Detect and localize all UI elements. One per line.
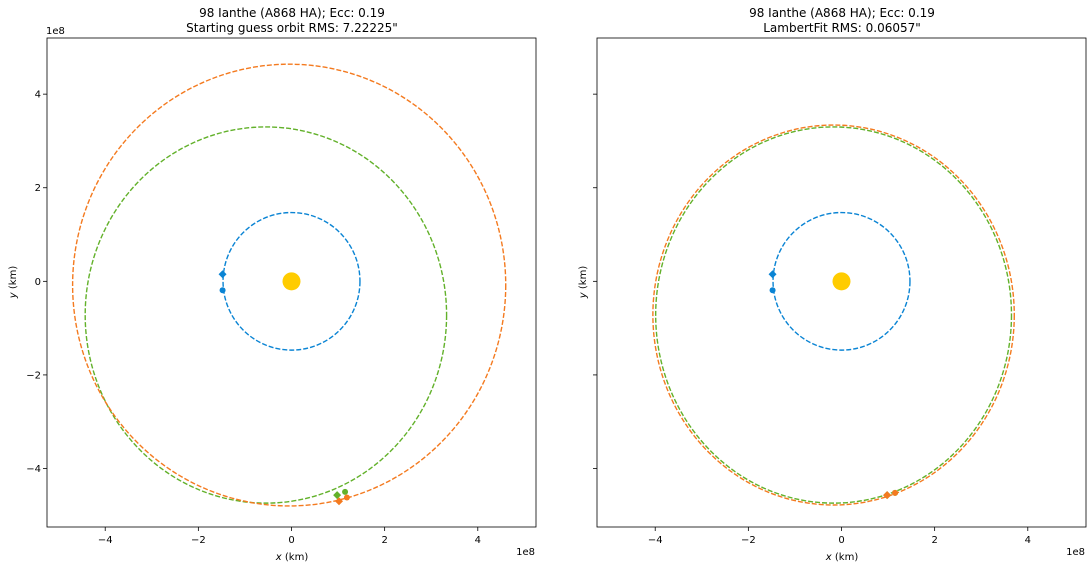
left-y-axis-unit: (km)	[8, 266, 19, 293]
right-x-axis-unit: (km)	[832, 552, 859, 563]
left-y-tick-label: −4	[26, 464, 41, 475]
left-circle-marker	[342, 488, 349, 495]
left-plot-content	[43, 63, 507, 531]
left-y-offset-text: 1e8	[46, 26, 65, 37]
left-x-axis-var: x	[275, 552, 282, 563]
left-plot-frame	[46, 37, 537, 528]
right-chart-title-line1: 98 Ianthe (A868 HA); Ecc: 0.19	[749, 6, 935, 20]
left-x-tick-label: 0	[288, 535, 294, 546]
right-x-tick-label: 4	[1025, 535, 1031, 546]
left-x-tick-label: −4	[98, 535, 113, 546]
right-x-tick-label: 2	[931, 535, 937, 546]
left-orbit-fit	[71, 63, 507, 507]
right-x-axis-var: x	[825, 552, 832, 563]
left-y-tick-label: −2	[26, 370, 41, 381]
left-chart-panel: 98 Ianthe (A868 HA); Ecc: 0.19 Starting …	[8, 6, 537, 563]
left-chart-title-line2: Starting guess orbit RMS: 7.22225"	[186, 21, 398, 35]
left-y-tick-label: 0	[35, 277, 41, 288]
right-x-tick-label: −4	[648, 535, 663, 546]
right-sun-marker	[832, 272, 851, 291]
right-orbit-fit	[652, 124, 1015, 506]
right-y-axis-var: y	[578, 291, 589, 299]
left-x-tick-label: −2	[191, 535, 206, 546]
left-y-tick-label: 4	[35, 90, 41, 101]
left-orbit-earth	[222, 211, 361, 351]
right-y-axis-label: y (km)	[578, 266, 589, 300]
left-y-axis-var: y	[8, 291, 19, 299]
left-sun-marker	[282, 272, 301, 291]
right-chart-title-line2: LambertFit RMS: 0.06057"	[763, 21, 921, 35]
right-plot-content	[593, 93, 1029, 531]
left-chart-title-line1: 98 Ianthe (A868 HA); Ecc: 0.19	[199, 6, 385, 20]
left-x-offset-text: 1e8	[516, 547, 535, 558]
right-chart-panel: 98 Ianthe (A868 HA); Ecc: 0.19 LambertFi…	[578, 6, 1087, 563]
right-circle-marker	[892, 489, 899, 496]
left-orbit-object	[84, 126, 448, 504]
right-orbit-object	[654, 126, 1013, 504]
right-diamond-marker	[883, 491, 892, 500]
right-x-tick-label: 0	[838, 535, 844, 546]
right-circle-marker	[769, 287, 776, 294]
left-y-axis-label: y (km)	[8, 266, 19, 300]
left-diamond-marker	[333, 491, 342, 500]
left-diamond-marker	[218, 270, 227, 279]
left-y-tick-label: 2	[35, 183, 41, 194]
right-orbit-earth	[772, 211, 911, 351]
right-plot-frame	[596, 37, 1087, 528]
left-circle-marker	[343, 494, 350, 501]
right-x-tick-label: −2	[741, 535, 756, 546]
right-x-offset-text: 1e8	[1066, 547, 1085, 558]
left-diamond-marker	[335, 497, 344, 506]
right-x-axis-label: x (km)	[825, 552, 859, 563]
left-x-axis-unit: (km)	[282, 552, 309, 563]
left-x-tick-label: 2	[381, 535, 387, 546]
left-x-axis-label: x (km)	[275, 552, 309, 563]
left-x-tick-label: 4	[475, 535, 481, 546]
right-diamond-marker	[768, 270, 777, 279]
right-y-axis-unit: (km)	[578, 266, 589, 293]
left-circle-marker	[219, 287, 226, 294]
